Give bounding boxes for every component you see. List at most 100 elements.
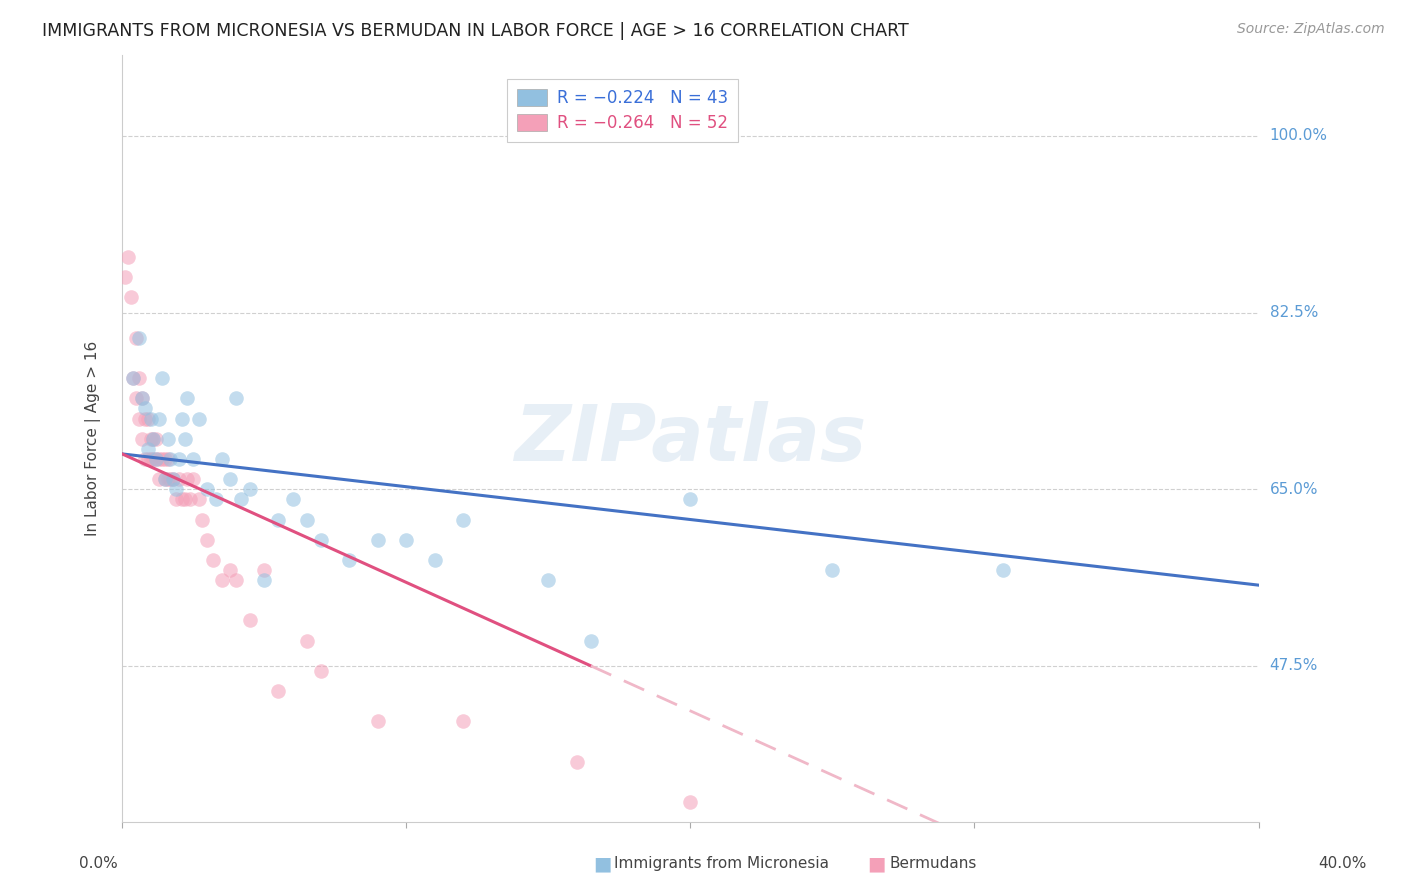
Text: IMMIGRANTS FROM MICRONESIA VS BERMUDAN IN LABOR FORCE | AGE > 16 CORRELATION CHA: IMMIGRANTS FROM MICRONESIA VS BERMUDAN I… [42, 22, 908, 40]
Point [142, 432, 165, 446]
Point [187, 411, 209, 425]
Point [295, 512, 318, 526]
Point [117, 250, 139, 264]
Point [134, 401, 156, 416]
Text: ■: ■ [868, 854, 886, 873]
Point [136, 452, 159, 467]
Point [128, 331, 150, 345]
Point [173, 432, 195, 446]
Point [173, 492, 195, 507]
Point [451, 512, 474, 526]
Point [187, 492, 209, 507]
Point [156, 472, 179, 486]
Point [131, 392, 153, 406]
Text: 40.0%: 40.0% [1319, 856, 1367, 871]
Point [120, 290, 142, 304]
Point [181, 452, 204, 467]
Point [162, 472, 184, 486]
Point [339, 553, 361, 567]
Point [202, 553, 225, 567]
Point [231, 492, 253, 507]
Point [295, 633, 318, 648]
Point [176, 472, 198, 486]
Point [139, 452, 162, 467]
Point [134, 452, 156, 467]
Point [211, 452, 233, 467]
Point [165, 492, 187, 507]
Point [122, 371, 145, 385]
Point [128, 411, 150, 425]
Point [423, 553, 446, 567]
Point [170, 411, 193, 425]
Y-axis label: In Labor Force | Age > 16: In Labor Force | Age > 16 [86, 341, 101, 536]
Text: 0.0%: 0.0% [79, 856, 118, 871]
Point [150, 452, 173, 467]
Point [395, 533, 418, 547]
Point [159, 452, 181, 467]
Point [195, 482, 218, 496]
Point [153, 472, 176, 486]
Point [821, 563, 844, 577]
Point [145, 452, 167, 467]
Point [190, 512, 212, 526]
Point [170, 492, 193, 507]
Point [679, 492, 702, 507]
Point [156, 432, 179, 446]
Point [991, 563, 1014, 577]
Point [167, 452, 190, 467]
Point [134, 411, 156, 425]
Point [253, 573, 276, 587]
Point [281, 492, 304, 507]
Text: 82.5%: 82.5% [1270, 305, 1317, 320]
Point [156, 452, 179, 467]
Point [125, 392, 148, 406]
Point [537, 573, 560, 587]
Point [131, 392, 153, 406]
Point [148, 411, 170, 425]
Point [153, 452, 176, 467]
Point [219, 563, 242, 577]
Point [179, 492, 201, 507]
Point [239, 482, 262, 496]
Point [162, 472, 184, 486]
Point [205, 492, 228, 507]
Legend: R = −0.224   N = 43, R = −0.264   N = 52: R = −0.224 N = 43, R = −0.264 N = 52 [506, 78, 738, 142]
Point [139, 432, 162, 446]
Text: ZIPatlas: ZIPatlas [515, 401, 866, 476]
Point [114, 270, 136, 285]
Point [309, 533, 332, 547]
Point [239, 614, 262, 628]
Point [211, 573, 233, 587]
Text: 100.0%: 100.0% [1270, 128, 1327, 144]
Point [367, 714, 389, 729]
Point [142, 452, 165, 467]
Point [136, 442, 159, 456]
Point [267, 684, 290, 698]
Point [565, 755, 588, 769]
Point [131, 432, 153, 446]
Text: Source: ZipAtlas.com: Source: ZipAtlas.com [1237, 22, 1385, 37]
Point [150, 371, 173, 385]
Text: Bermudans: Bermudans [890, 856, 977, 871]
Point [176, 392, 198, 406]
Point [167, 472, 190, 486]
Point [219, 472, 242, 486]
Point [122, 371, 145, 385]
Point [267, 512, 290, 526]
Point [309, 664, 332, 678]
Point [679, 795, 702, 809]
Point [195, 533, 218, 547]
Point [165, 482, 187, 496]
Text: 65.0%: 65.0% [1270, 482, 1319, 497]
Point [142, 432, 165, 446]
Point [181, 472, 204, 486]
Point [579, 633, 602, 648]
Point [225, 392, 247, 406]
Point [145, 432, 167, 446]
Point [148, 472, 170, 486]
Text: Immigrants from Micronesia: Immigrants from Micronesia [614, 856, 830, 871]
Text: 47.5%: 47.5% [1270, 658, 1317, 673]
Point [128, 371, 150, 385]
Point [451, 714, 474, 729]
Point [139, 411, 162, 425]
